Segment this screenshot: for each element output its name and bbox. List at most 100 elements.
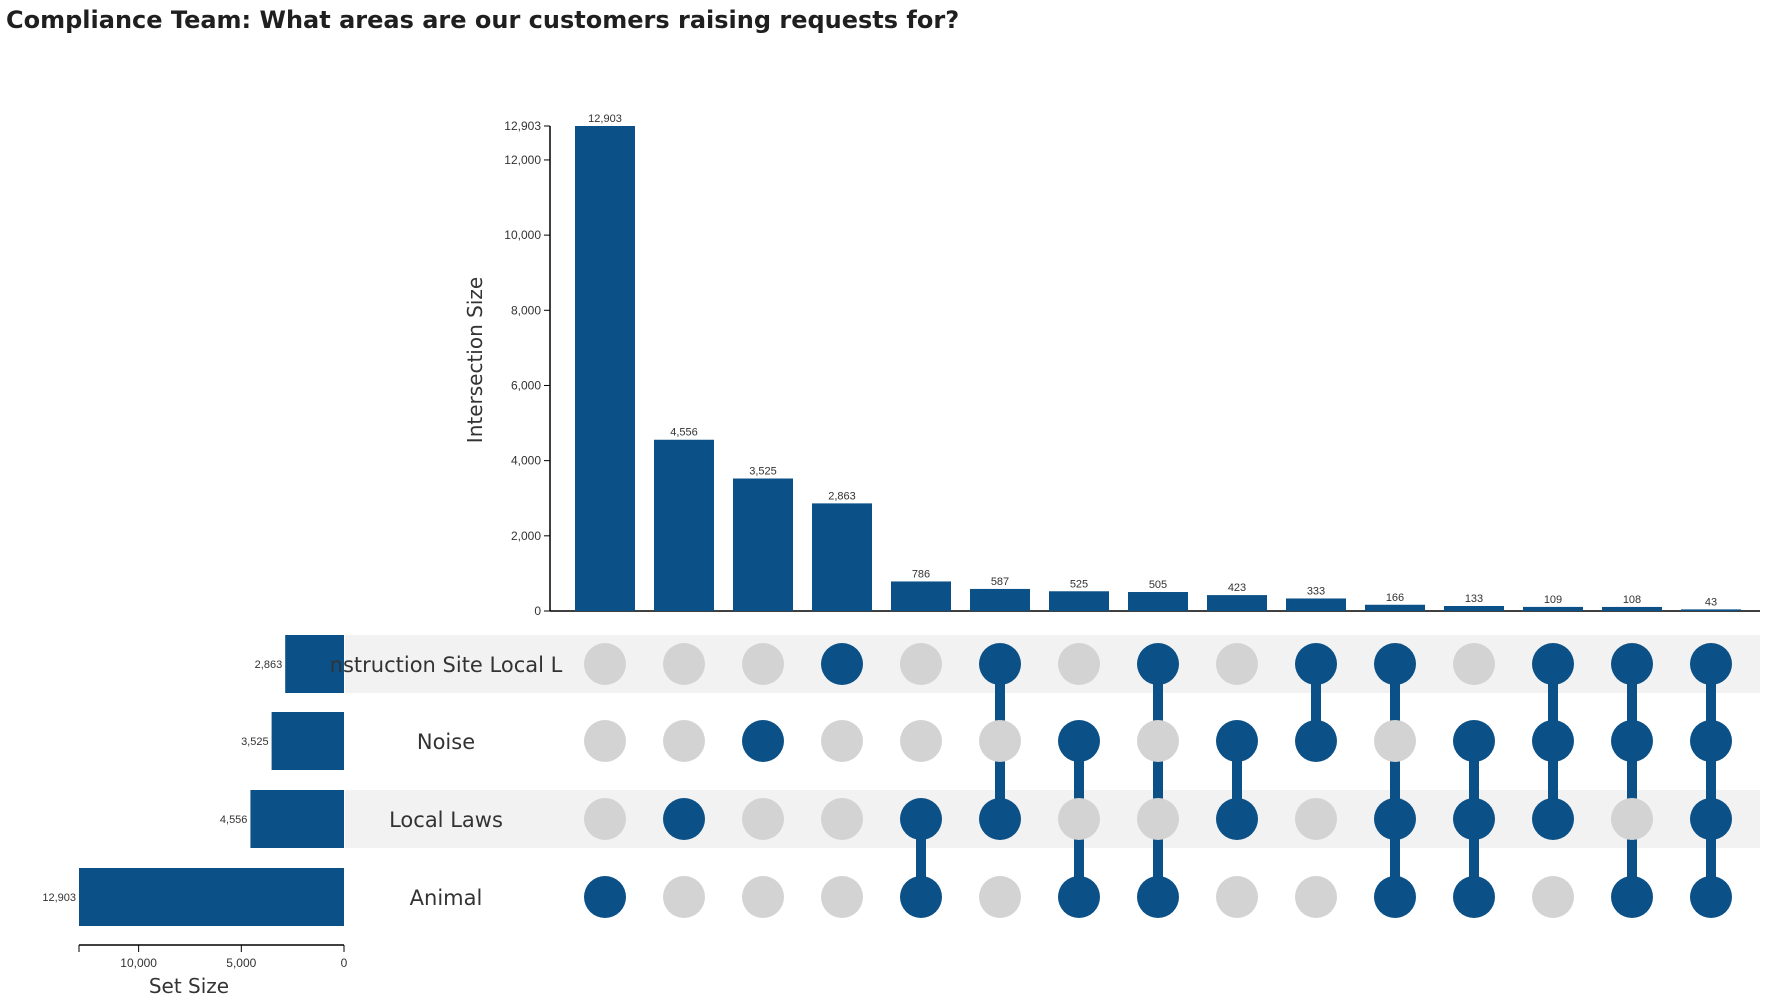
intersection-value-label: 2,863 xyxy=(828,490,856,502)
matrix-dot-active xyxy=(1137,876,1179,918)
matrix-dot-active xyxy=(1453,876,1495,918)
matrix-dot-inactive xyxy=(979,876,1021,918)
intersection-bar xyxy=(733,478,793,611)
matrix-dot-active xyxy=(1532,720,1574,762)
matrix-dot-active xyxy=(900,798,942,840)
matrix-dot-active xyxy=(900,876,942,918)
set-size-bar xyxy=(79,868,344,926)
intersection-value-label: 587 xyxy=(991,576,1009,588)
intersection-bar xyxy=(1365,604,1425,611)
matrix-dot-active xyxy=(1532,798,1574,840)
matrix-dot-active xyxy=(1216,720,1258,762)
intersection-bar xyxy=(654,439,714,611)
matrix-dot-active xyxy=(1137,643,1179,685)
matrix-dot-inactive xyxy=(742,643,784,685)
matrix-dot-active xyxy=(1058,720,1100,762)
matrix-dot-inactive xyxy=(1532,876,1574,918)
set-size-bar xyxy=(250,790,344,848)
y-tick-label: 4,000 xyxy=(511,454,541,468)
matrix-dot-active xyxy=(1216,798,1258,840)
matrix-dot-inactive xyxy=(742,798,784,840)
intersection-value-label: 786 xyxy=(912,568,930,580)
matrix-dot-inactive xyxy=(900,720,942,762)
row-stripe xyxy=(345,635,1760,693)
intersection-bar xyxy=(1207,595,1267,611)
matrix-dot-active xyxy=(979,798,1021,840)
y-tick-label: 8,000 xyxy=(511,303,541,317)
intersection-bar xyxy=(575,126,635,611)
matrix-dot-inactive xyxy=(1137,798,1179,840)
y-tick-label: 10,000 xyxy=(504,228,541,242)
intersection-bar xyxy=(1128,592,1188,611)
set-size-bar xyxy=(285,635,344,693)
intersection-bar xyxy=(812,503,872,611)
matrix-dot-inactive xyxy=(1453,643,1495,685)
intersection-value-label: 423 xyxy=(1228,582,1246,594)
matrix-dot-inactive xyxy=(1374,720,1416,762)
matrix-dot-active xyxy=(1453,720,1495,762)
matrix-dot-inactive xyxy=(821,798,863,840)
intersection-value-label: 108 xyxy=(1623,594,1641,606)
matrix-dot-active xyxy=(663,798,705,840)
set-size-bar xyxy=(271,712,344,770)
matrix-dot-active xyxy=(1374,876,1416,918)
intersection-value-label: 505 xyxy=(1149,579,1167,591)
matrix-dot-inactive xyxy=(584,643,626,685)
set-size-tick-label: 0 xyxy=(341,956,348,970)
matrix-dot-inactive xyxy=(821,720,863,762)
y-tick-label: 12,903 xyxy=(504,119,541,133)
y-tick-label: 12,000 xyxy=(504,153,541,167)
intersection-value-label: 109 xyxy=(1544,594,1562,606)
matrix-dot-inactive xyxy=(584,720,626,762)
matrix-dot-active xyxy=(1690,798,1732,840)
set-size-value-label: 3,525 xyxy=(241,736,269,748)
set-size-tick-label: 10,000 xyxy=(120,956,157,970)
matrix-dot-inactive xyxy=(900,643,942,685)
intersection-value-label: 133 xyxy=(1465,593,1483,605)
matrix-dot-inactive xyxy=(1216,643,1258,685)
matrix-dot-active xyxy=(1374,643,1416,685)
intersection-value-label: 525 xyxy=(1070,578,1088,590)
matrix-dot-inactive xyxy=(663,876,705,918)
matrix-dot-active xyxy=(821,643,863,685)
y-tick-label: 6,000 xyxy=(511,378,541,392)
set-name-label: nstruction Site Local L xyxy=(330,653,563,677)
set-size-value-label: 2,863 xyxy=(255,659,283,671)
matrix-dot-active xyxy=(1453,798,1495,840)
intersection-value-label: 3,525 xyxy=(749,466,777,478)
matrix-dot-active xyxy=(1611,643,1653,685)
intersection-bar xyxy=(1049,591,1109,611)
matrix-dot-active xyxy=(1690,643,1732,685)
matrix-dot-inactive xyxy=(821,876,863,918)
matrix-dot-inactive xyxy=(663,643,705,685)
matrix-dot-inactive xyxy=(742,876,784,918)
matrix-dot-active xyxy=(1690,876,1732,918)
matrix-dot-inactive xyxy=(1295,876,1337,918)
y-tick-label: 2,000 xyxy=(511,529,541,543)
matrix-dot-inactive xyxy=(584,798,626,840)
set-size-tick-label: 5,000 xyxy=(226,956,256,970)
matrix-dot-inactive xyxy=(1216,876,1258,918)
matrix-dot-active xyxy=(1690,720,1732,762)
set-size-value-label: 12,903 xyxy=(42,892,76,904)
intersection-value-label: 4,556 xyxy=(670,427,698,439)
y-tick-label: 0 xyxy=(534,604,541,618)
matrix-dot-active xyxy=(584,876,626,918)
intersection-value-label: 333 xyxy=(1307,585,1325,597)
intersection-bar xyxy=(970,588,1030,611)
matrix-dot-inactive xyxy=(1137,720,1179,762)
intersection-bar xyxy=(891,581,951,611)
set-size-value-label: 4,556 xyxy=(220,814,248,826)
matrix-dot-inactive xyxy=(1058,798,1100,840)
matrix-dot-active xyxy=(1611,720,1653,762)
set-name-label: Animal xyxy=(410,886,483,910)
chart-title: Compliance Team: What areas are our cust… xyxy=(6,6,960,34)
set-name-label: Local Laws xyxy=(389,808,503,832)
intersection-bar xyxy=(1444,606,1504,611)
matrix-dot-inactive xyxy=(1295,798,1337,840)
matrix-dot-active xyxy=(1058,876,1100,918)
set-name-label: Noise xyxy=(417,730,475,754)
matrix-dot-active xyxy=(742,720,784,762)
row-stripe xyxy=(345,790,1760,848)
